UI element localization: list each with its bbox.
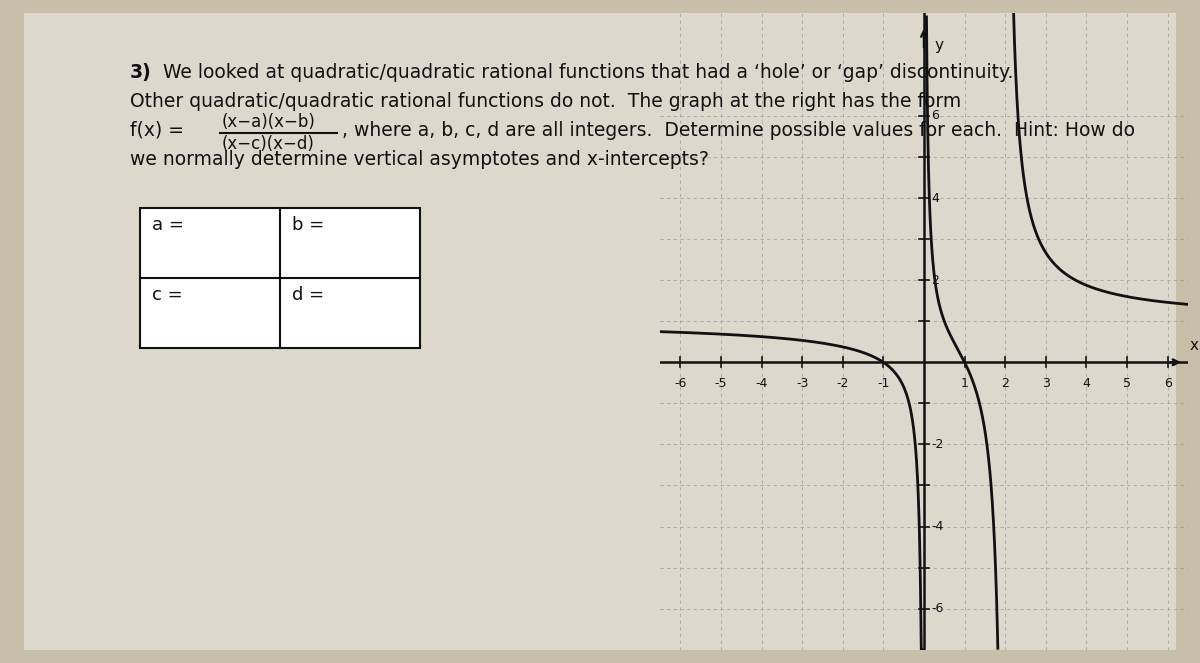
Text: y: y [934,38,943,53]
Text: we normally determine vertical asymptotes and x-intercepts?: we normally determine vertical asymptote… [130,150,709,169]
Text: 3): 3) [130,63,151,82]
Text: 6: 6 [1164,377,1171,390]
Text: a =: a = [152,216,184,234]
Text: -4: -4 [755,377,768,390]
Text: 5: 5 [1123,377,1132,390]
Text: -2: -2 [836,377,848,390]
Text: b =: b = [292,216,324,234]
Text: d =: d = [292,286,324,304]
Text: 4: 4 [1082,377,1091,390]
Text: c =: c = [152,286,182,304]
Text: 1: 1 [961,377,968,390]
Text: , where a, b, c, d are all integers.  Determine possible values for each.  Hint:: , where a, b, c, d are all integers. Det… [342,121,1135,140]
Text: -1: -1 [877,377,889,390]
Bar [140,208,420,348]
Text: 2: 2 [1001,377,1009,390]
Text: 6: 6 [931,109,940,123]
Text: -5: -5 [715,377,727,390]
FancyBboxPatch shape [24,13,1176,650]
Text: f(x) =: f(x) = [130,121,184,140]
Text: (x−a)(x−b): (x−a)(x−b) [222,113,316,131]
Text: -4: -4 [931,520,943,533]
Text: -3: -3 [796,377,809,390]
Text: x: x [1190,338,1199,353]
Text: -6: -6 [674,377,686,390]
Text: (x−c)(x−d): (x−c)(x−d) [222,135,314,153]
Text: We looked at quadratic/quadratic rational functions that had a ‘hole’ or ‘gap’ d: We looked at quadratic/quadratic rationa… [163,63,1013,82]
Text: 4: 4 [931,192,940,205]
Text: 2: 2 [931,274,940,286]
Text: -6: -6 [931,602,943,615]
Text: 3: 3 [1042,377,1050,390]
Text: Other quadratic/quadratic rational functions do not.  The graph at the right has: Other quadratic/quadratic rational funct… [130,92,961,111]
Text: -2: -2 [931,438,943,451]
